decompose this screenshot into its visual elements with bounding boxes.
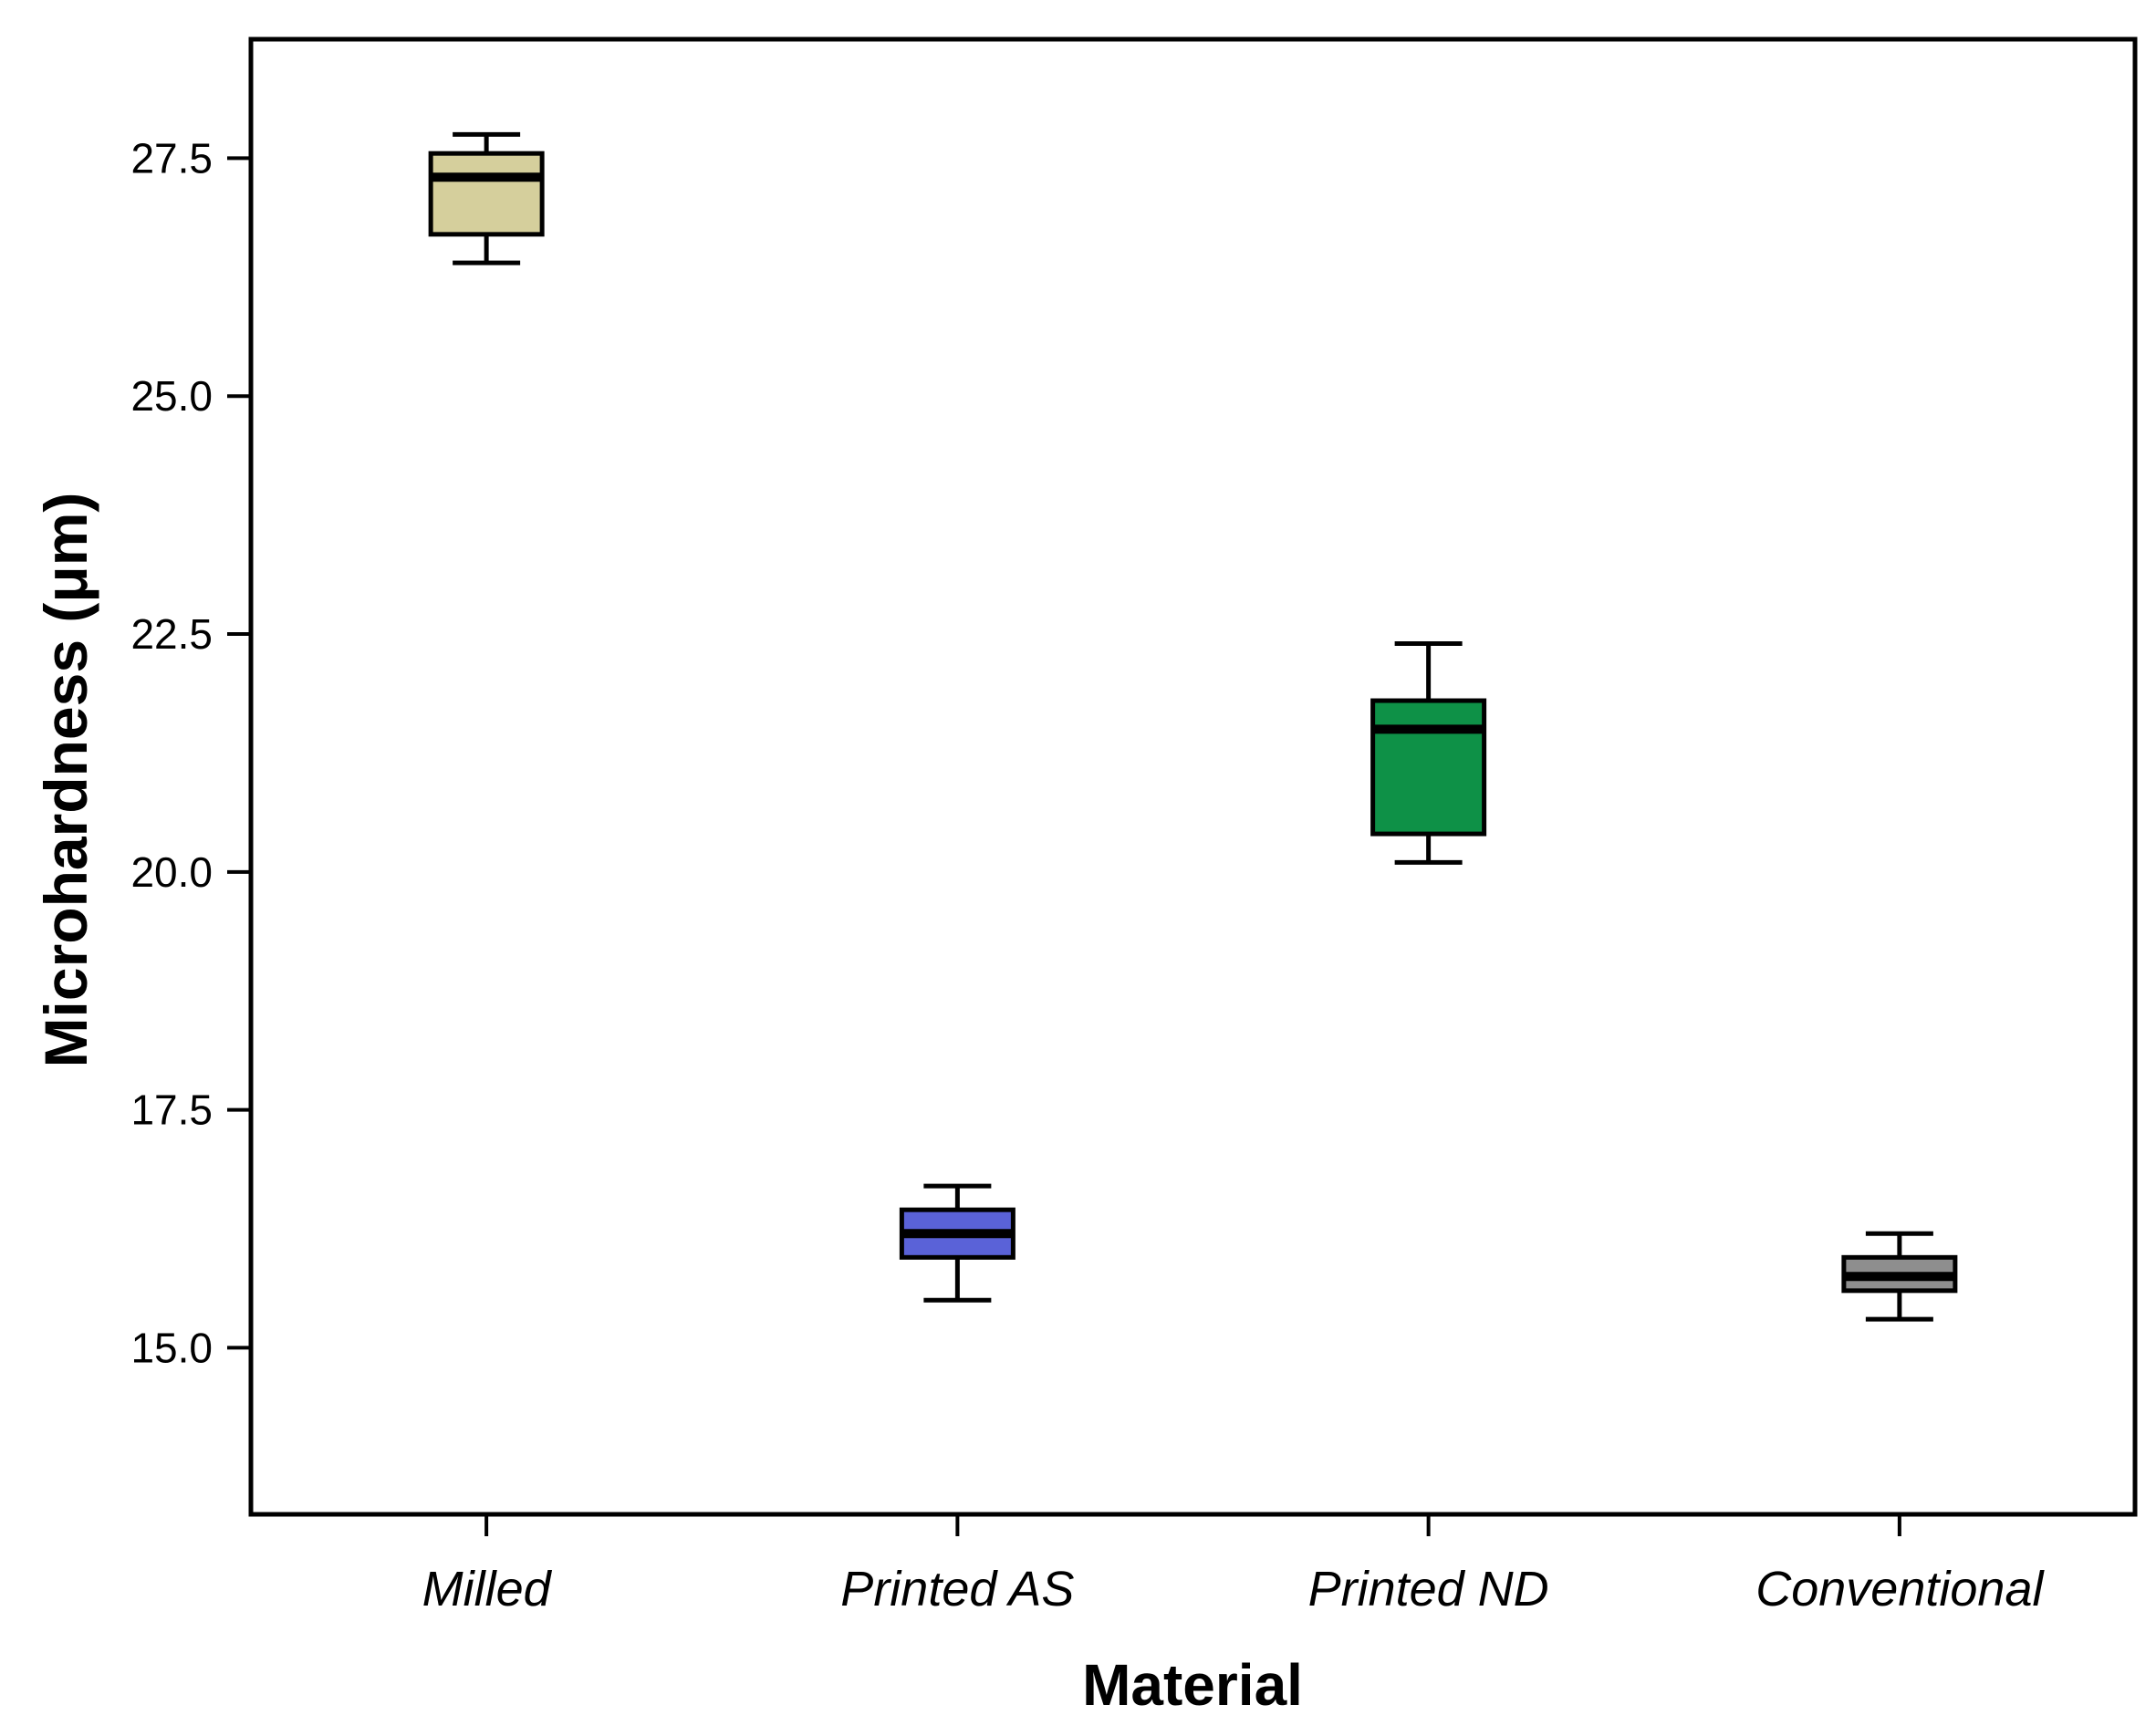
y-axis-title: Microhardness (μm)	[32, 492, 99, 1068]
plot-area	[248, 36, 2138, 1517]
y-tick-label: 22.5	[130, 610, 213, 658]
iqr-box	[428, 151, 545, 237]
y-tick-label: 17.5	[130, 1086, 213, 1134]
x-category-label: Printed AS	[840, 1562, 1074, 1616]
iqr-box	[1370, 698, 1487, 837]
y-tick-label: 20.0	[130, 848, 213, 896]
x-category-label: Printed ND	[1308, 1562, 1549, 1616]
y-tick-label: 15.0	[130, 1324, 213, 1371]
y-tick-label: 25.0	[130, 372, 213, 420]
x-category-label: Conventional	[1755, 1562, 2045, 1616]
x-category-label: Milled	[422, 1562, 553, 1616]
y-tick-label: 27.5	[130, 134, 213, 182]
x-axis-title: Material	[1082, 1652, 1303, 1718]
